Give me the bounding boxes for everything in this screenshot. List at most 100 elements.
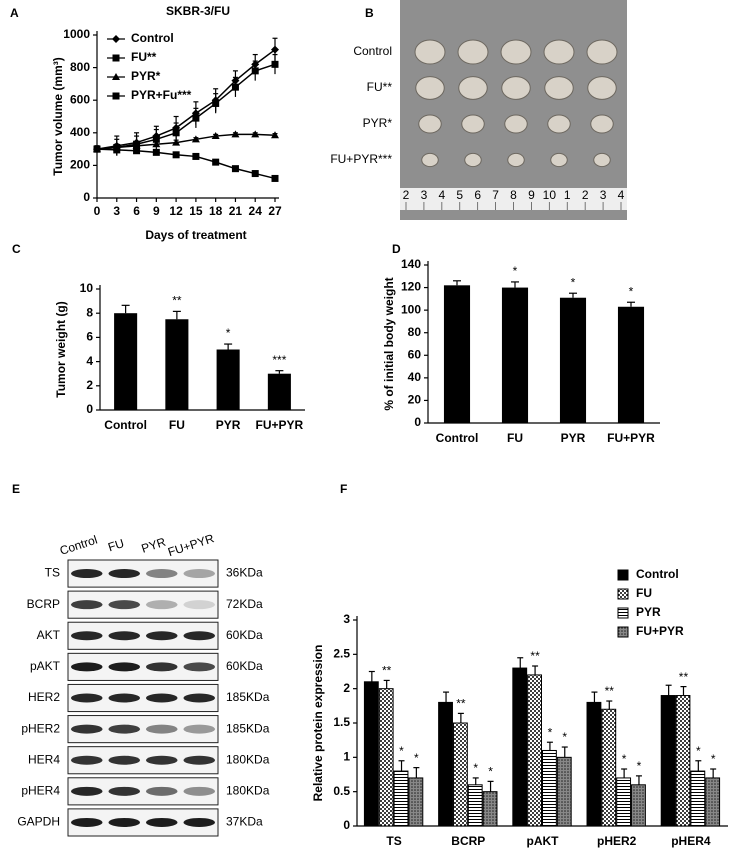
marker <box>211 132 220 140</box>
x-tick-label: 0 <box>94 204 101 218</box>
significance: ** <box>172 294 182 308</box>
y-tick-label: 1 <box>343 750 350 764</box>
bar <box>527 674 542 827</box>
y-tick-label: 2 <box>343 681 350 695</box>
bar <box>601 708 617 827</box>
bar <box>690 770 706 827</box>
x-tick-label: FU+PYR <box>607 431 655 445</box>
y-tick-label: 100 <box>401 302 421 316</box>
marker <box>172 129 180 137</box>
y-tick-label: 3 <box>343 612 350 626</box>
marker <box>231 83 239 91</box>
x-tick-label: 24 <box>249 204 263 218</box>
marker <box>231 165 239 173</box>
x-tick-label: PYR <box>561 431 586 445</box>
y-tick-label: 40 <box>408 370 422 384</box>
legend-swatch <box>617 607 629 619</box>
y-tick-label: 80 <box>408 325 422 339</box>
size-label: 36KDa <box>226 566 263 580</box>
bar <box>452 722 468 827</box>
tumor <box>421 152 439 168</box>
tumor <box>414 39 446 65</box>
x-tick-label: BCRP <box>451 834 485 848</box>
x-tick-label: TS <box>386 834 401 848</box>
protein-label: GAPDH <box>17 815 60 829</box>
tumor <box>458 76 488 100</box>
ruler-label: 3 <box>600 188 607 202</box>
band <box>146 693 178 703</box>
marker <box>152 148 160 156</box>
protein-label: HER4 <box>28 752 60 766</box>
y-tick-label: 10 <box>80 281 94 295</box>
marker <box>271 60 279 68</box>
tumor <box>543 39 575 65</box>
y-axis-label: Tumor weight (g) <box>54 301 68 397</box>
marker <box>212 158 220 166</box>
band <box>183 724 215 734</box>
ruler-label: 3 <box>421 188 428 202</box>
legend-label: PYR <box>636 605 661 619</box>
legend-swatch <box>617 588 629 600</box>
tumor <box>500 39 532 65</box>
y-axis-label: Relative protein expression <box>311 645 325 802</box>
bar <box>705 777 721 827</box>
y-axis-label: % of initial body weight <box>382 277 396 410</box>
bar <box>542 749 557 827</box>
y-tick-label: 8 <box>86 305 93 319</box>
band <box>183 693 215 703</box>
y-tick-label: 0 <box>343 818 350 832</box>
band <box>146 817 178 827</box>
marker <box>251 170 259 178</box>
legend-label: FU+PYR <box>636 624 684 638</box>
significance: * <box>696 744 701 758</box>
tumor <box>593 152 611 168</box>
bar <box>114 313 138 410</box>
band <box>183 631 215 641</box>
ruler-label: 8 <box>510 188 517 202</box>
band <box>71 693 103 703</box>
bar <box>616 777 632 827</box>
marker <box>152 135 160 143</box>
band <box>108 693 140 703</box>
band <box>71 600 103 610</box>
legend-swatch <box>617 569 629 581</box>
ruler-label: 2 <box>582 188 589 202</box>
tumor <box>590 114 614 134</box>
protein-label: pAKT <box>30 659 61 673</box>
bar <box>512 667 528 827</box>
significance: * <box>226 326 231 340</box>
ruler-label: 1 <box>564 188 571 202</box>
significance: * <box>414 751 419 765</box>
bar <box>467 784 483 827</box>
bar <box>586 701 602 827</box>
band <box>146 631 178 641</box>
tumor <box>587 76 617 100</box>
significance: ** <box>605 684 615 698</box>
band <box>71 631 103 641</box>
y-tick-label: 120 <box>401 280 421 294</box>
ruler-label: 2 <box>403 188 410 202</box>
band <box>108 662 140 672</box>
marker <box>271 131 279 139</box>
tumor <box>550 152 568 168</box>
marker <box>112 35 120 43</box>
tumor <box>415 76 445 100</box>
legend-label: PYR+Fu*** <box>131 88 192 102</box>
size-label: 60KDa <box>226 628 263 642</box>
x-tick-label: Control <box>104 418 147 432</box>
marker <box>251 130 260 138</box>
y-tick-label: 20 <box>408 393 422 407</box>
protein-label: TS <box>45 566 60 580</box>
marker <box>212 99 220 107</box>
bar <box>438 701 453 827</box>
bar <box>556 756 572 827</box>
band <box>108 569 140 579</box>
series-line <box>96 133 276 150</box>
size-label: 185KDa <box>226 721 270 735</box>
bar <box>363 681 379 827</box>
bar <box>660 695 676 827</box>
ruler-label: 5 <box>456 188 463 202</box>
protein-label: AKT <box>37 628 61 642</box>
marker <box>192 114 200 122</box>
protein-label: BCRP <box>27 597 60 611</box>
